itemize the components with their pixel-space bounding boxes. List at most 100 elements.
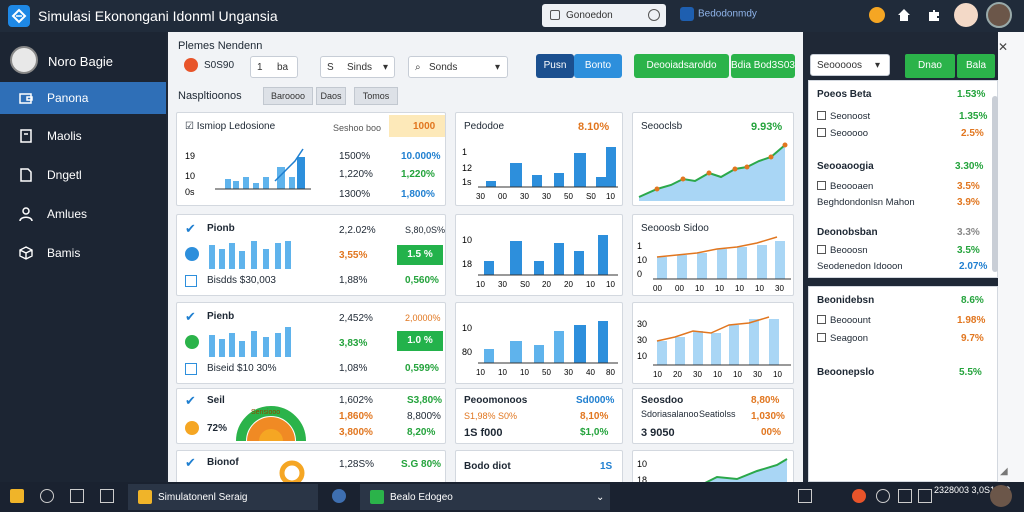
user-profile[interactable]: Noro Bagie [10, 46, 160, 76]
bar [596, 177, 606, 187]
search-icon[interactable] [40, 489, 54, 503]
tick-label: 10 [637, 351, 647, 361]
pusn-button[interactable]: Pusn [536, 54, 574, 78]
highlight-value: 1000 [413, 121, 436, 132]
x-tick-label: 10 [498, 368, 507, 377]
network-icon[interactable] [876, 489, 890, 503]
chevron-down-icon: ⌄ [596, 492, 605, 503]
sidebar-item-maolis[interactable]: Maolis [0, 120, 166, 152]
home-icon[interactable] [896, 7, 912, 23]
taskbar-avatar[interactable] [990, 485, 1012, 507]
card-ismiop[interactable]: ☑ Ismiop Ledosione Seshoo boo 1000 19 10… [176, 112, 446, 206]
card-row: Seatiolss [699, 409, 736, 419]
app-switcher[interactable]: Bedodonmdy [680, 7, 757, 23]
section-heading: Deonobsban [817, 227, 878, 238]
bar [554, 173, 564, 187]
bala-button[interactable]: Bala [957, 54, 995, 78]
puzzle-icon[interactable] [926, 7, 942, 23]
sidebar-item-panona[interactable]: Panona [0, 82, 166, 114]
sidebar-item-dngetl[interactable]: Dngetl [0, 159, 166, 191]
bar [263, 177, 269, 189]
bonto-button[interactable]: Bonto [574, 54, 622, 78]
tray-icon[interactable] [798, 489, 812, 503]
card-chart-5[interactable]: 10 18 10 30 S0 20 20 10 10 [455, 214, 623, 296]
x-tick-label: 10 [476, 368, 485, 377]
scrollbar[interactable] [992, 96, 998, 272]
checkbox-icon [817, 315, 826, 324]
counter-value: S0S90 [204, 60, 235, 71]
filter-chip[interactable]: Daos [316, 87, 346, 105]
task-view-icon[interactable] [70, 489, 84, 503]
card-chart-8[interactable]: 10 80 10 10 10 50 30 40 80 [455, 302, 623, 384]
checkbox-icon: ☑ [185, 121, 197, 132]
close-icon[interactable]: ✕ [998, 40, 1009, 54]
card-title: Seil [207, 395, 225, 406]
area-fill [697, 459, 787, 489]
section-value: 8.6% [961, 295, 984, 306]
card-chart-9[interactable]: 30 30 10 10 20 30 10 10 30 10 [632, 302, 794, 384]
taskbar-app-edogeo[interactable]: Bealo Edogeo ⌄ [360, 484, 610, 510]
bar [297, 157, 305, 189]
bar [677, 255, 687, 279]
card-pienb[interactable]: ✔ Pienb Biseid $10 30% 2,452% 2,0000% 3,… [176, 302, 446, 384]
card-title: Pienb [207, 311, 235, 322]
section-value: 1.53% [957, 89, 986, 100]
battery-icon[interactable] [918, 489, 932, 503]
card-title: Seooclsb [641, 121, 683, 132]
sidebar-item-amlues[interactable]: Amlues [0, 198, 166, 230]
table-cell: 1,800% [401, 189, 435, 200]
card-title: Bodo diot [464, 461, 511, 472]
x-tick-label: 30 [775, 284, 784, 293]
deoo-button[interactable]: Deooiadsaroldo [634, 54, 729, 78]
window-edge [998, 32, 1024, 482]
card-seooosb[interactable]: Seooosb Sidoo 1 10 0 00 00 10 10 10 10 3… [632, 214, 794, 296]
clock[interactable]: 2328003 3,0S1003 [934, 485, 1011, 495]
list-value: 3.5% [957, 245, 980, 256]
bar [534, 261, 544, 275]
coin-icon[interactable] [869, 7, 885, 23]
start-icon[interactable] [10, 489, 24, 503]
window-icon[interactable] [100, 489, 114, 503]
check-icon: ✔ [185, 309, 196, 324]
profile-avatar[interactable] [954, 3, 978, 27]
bar [717, 249, 727, 279]
taskbar-app-label: Simulatonenl Seraig [158, 492, 248, 503]
table-cell: 0,560% [405, 275, 439, 286]
series-line [696, 458, 788, 488]
bar [289, 177, 295, 189]
select-sinds[interactable]: S Sinds ▾ [320, 56, 395, 78]
gauge-center [259, 429, 283, 441]
card-pedodoe[interactable]: Pedodoe 8.10% 1 12 1s 30 00 30 30 50 S0 … [455, 112, 623, 206]
dnao-button[interactable]: Dnao [905, 54, 955, 78]
card-pionb[interactable]: ✔ Pionb Bisdds $30,003 2,2.02% S,80,0S% … [176, 214, 446, 296]
filter-chip[interactable]: Baroooo [263, 87, 313, 105]
user-avatar[interactable] [986, 2, 1012, 28]
list-item: Seooooo [817, 128, 868, 139]
globe-icon[interactable] [332, 489, 346, 503]
card-peoomonoos[interactable]: Peoomonoos Sd000% S1,98% S0% 8,10% 1S f0… [455, 388, 623, 444]
select-sonds[interactable]: ⌕ Sonds ▾ [408, 56, 508, 78]
section-heading: Beoonepslo [817, 367, 875, 378]
card-seil[interactable]: ✔ Seil 72% Sensiooo 1,602% S3,80% 1,860%… [176, 388, 446, 444]
browser-icon[interactable] [852, 489, 866, 503]
series-line [638, 144, 786, 198]
filter-chip[interactable]: Tomos [354, 87, 398, 105]
taskbar-app-simulation[interactable]: Simulatonenl Seraig [128, 484, 318, 510]
sidebar-item-label: Dngetl [47, 168, 82, 182]
bar [606, 147, 616, 187]
card-bar-chart: 10 18 10 30 S0 20 20 10 10 [462, 235, 618, 289]
select-panel[interactable]: Seooooos ▾ [810, 54, 890, 76]
volume-icon[interactable] [898, 489, 912, 503]
x-tick-label: 10 [713, 370, 722, 379]
search-box[interactable]: Gonoedon [542, 4, 666, 27]
card-seosdoo[interactable]: Seosdoo Sdoriasalanoo 8,80% Seatiolss 1,… [632, 388, 794, 444]
sidebar-item-bamis[interactable]: Bamis [0, 237, 166, 269]
table-cell: 2,2.02% [339, 225, 376, 236]
bdia-button[interactable]: Bdia Bod3S03 [731, 54, 795, 78]
bar [657, 341, 667, 365]
refresh-icon[interactable] [648, 9, 660, 21]
card-seooclsb[interactable]: Seooclsb 9.93% [632, 112, 794, 206]
quantity-stepper[interactable]: 1 ba [250, 56, 298, 78]
tick-label: 1 [637, 241, 642, 251]
resize-handle-icon[interactable]: ◢ [1000, 466, 1008, 477]
